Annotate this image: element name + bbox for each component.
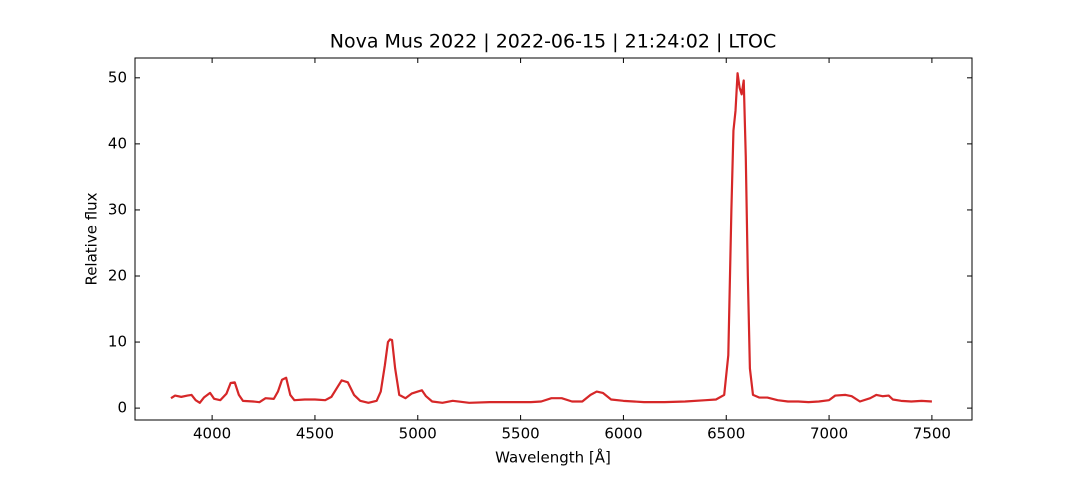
y-tick-label: 20 (108, 266, 127, 284)
y-tick-label: 30 (108, 200, 127, 218)
spectrum-line (170, 72, 932, 404)
x-tick-label: 5000 (399, 425, 437, 443)
y-tick-label: 40 (108, 134, 127, 152)
x-tick-label: 5500 (502, 425, 540, 443)
plot-frame (134, 57, 973, 421)
y-tick-label: 50 (108, 68, 127, 86)
x-tick-label: 6000 (604, 425, 642, 443)
chart-title: Nova Mus 2022 | 2022-06-15 | 21:24:02 | … (330, 31, 776, 53)
x-axis-label: Wavelength [Å] (495, 448, 611, 467)
y-axis-label: Relative flux (83, 192, 101, 285)
x-tick-label: 7000 (810, 425, 848, 443)
x-tick-label: 4000 (193, 425, 231, 443)
y-tick-label: 10 (108, 333, 127, 351)
x-tick-label: 6500 (707, 425, 745, 443)
x-tick-label: 7500 (913, 425, 951, 443)
y-tick-label: 0 (117, 399, 127, 417)
x-tick-label: 4500 (296, 425, 334, 443)
